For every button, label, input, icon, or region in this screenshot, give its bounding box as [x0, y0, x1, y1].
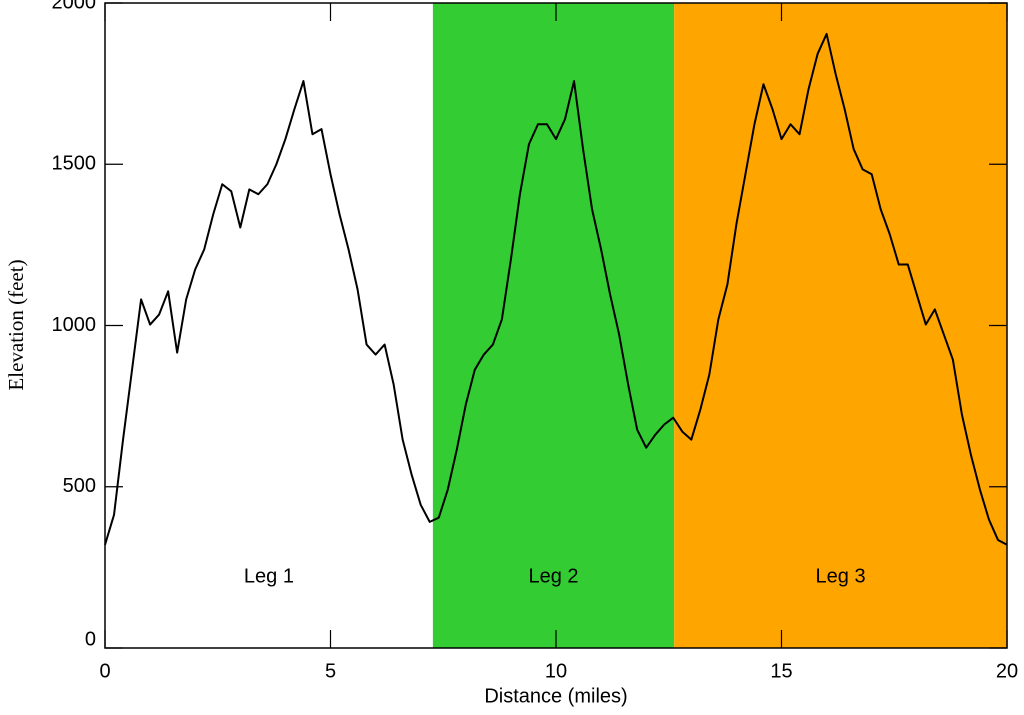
elevation-line — [104, 32, 1008, 546]
y-tick-label: 1000 — [52, 314, 97, 336]
y-tick-label: 0 — [85, 628, 96, 650]
x-axis-label: Distance (miles) — [484, 685, 627, 707]
x-tick-label: 20 — [996, 660, 1018, 682]
y-tick-label: 2000 — [52, 0, 97, 13]
y-tick-label: 500 — [63, 475, 96, 497]
leg-label: Leg 3 — [816, 565, 866, 587]
leg-band — [105, 3, 433, 648]
leg-band — [674, 3, 1007, 648]
x-tick-label: 15 — [770, 660, 792, 682]
leg-label: Leg 1 — [244, 565, 294, 587]
y-tick-label: 1500 — [52, 153, 97, 175]
x-tick-label: 5 — [325, 660, 336, 682]
leg-label: Leg 2 — [528, 565, 578, 587]
x-tick-label: 0 — [99, 660, 110, 682]
x-tick-label: 10 — [545, 660, 567, 682]
y-axis-label: Elevation (feet) — [4, 259, 28, 390]
leg-band — [432, 3, 675, 648]
plot-frame — [104, 2, 1008, 649]
